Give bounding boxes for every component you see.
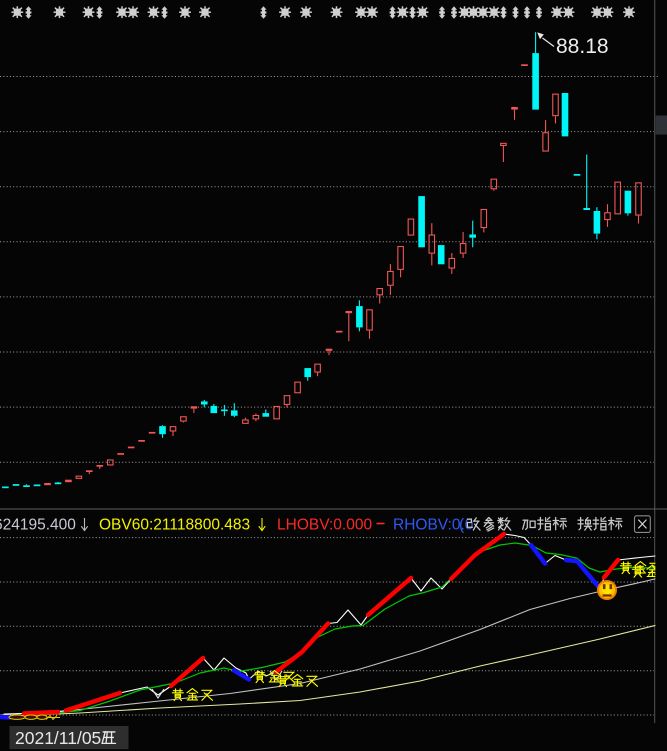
svg-text:2021/11/05/: 2021/11/05/ xyxy=(15,728,106,748)
svg-text:(: ( xyxy=(459,517,465,534)
svg-text:88.18: 88.18 xyxy=(556,35,609,58)
svg-text:LHOBV:0.000: LHOBV:0.000 xyxy=(277,517,372,534)
svg-text:RHOBV:0.0: RHOBV:0.0 xyxy=(393,517,474,534)
svg-text:OBV60:21118800.483: OBV60:21118800.483 xyxy=(99,517,250,534)
svg-text:624195.400: 624195.400 xyxy=(0,517,76,534)
